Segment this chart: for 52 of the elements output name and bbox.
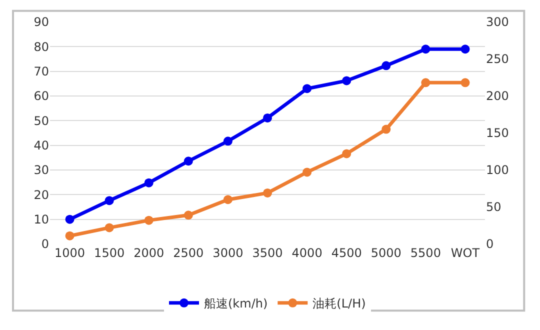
- x-tick-label: 1500: [94, 246, 125, 260]
- point: [263, 188, 272, 198]
- point: [460, 78, 470, 88]
- point: [342, 76, 352, 86]
- point: [421, 78, 430, 88]
- point: [223, 136, 232, 146]
- point: [184, 156, 193, 166]
- y2-tick-label: 200: [486, 89, 509, 104]
- point: [382, 61, 391, 70]
- y-tick-label: 30: [34, 163, 49, 178]
- y2-tick-label: 150: [486, 126, 509, 140]
- y-tick-label: 50: [34, 114, 49, 128]
- y2-tick-label: 100: [486, 163, 509, 178]
- x-tick-label: 1000: [54, 246, 86, 260]
- point: [65, 214, 74, 224]
- point: [460, 44, 470, 54]
- point: [302, 168, 312, 177]
- x-tick-label: 3000: [212, 246, 244, 260]
- x-tick-label: 2500: [173, 246, 204, 260]
- y2-tick-label: 250: [486, 52, 509, 66]
- point: [65, 231, 74, 240]
- legend-label: 油耗(L/H): [312, 296, 366, 311]
- x-tick-label: 4500: [331, 246, 362, 260]
- y2-tick-label: 50: [486, 200, 502, 214]
- point: [263, 113, 272, 122]
- point: [104, 196, 114, 206]
- point: [302, 84, 312, 94]
- y-tick-label: 80: [34, 40, 49, 54]
- y2-tick-label: 300: [486, 15, 509, 30]
- point: [184, 210, 193, 220]
- y-tick-label: 70: [34, 64, 49, 79]
- point: [382, 124, 391, 134]
- y-tick-label: 40: [34, 138, 49, 153]
- legend-label: 船速(km/h): [204, 296, 268, 311]
- x-tick-label: 5500: [410, 246, 441, 260]
- x-tick-label: 3500: [252, 246, 283, 260]
- y-tick-label: 10: [34, 212, 49, 227]
- point: [144, 216, 154, 225]
- x-tick-label: 5000: [370, 246, 402, 260]
- point: [144, 178, 154, 188]
- x-tick-label: 2000: [134, 246, 164, 260]
- point: [104, 223, 114, 232]
- point: [421, 44, 430, 54]
- y-tick-label: 0: [41, 237, 49, 252]
- y-tick-label: 60: [34, 89, 49, 104]
- x-tick-label: WOT: [450, 246, 480, 260]
- y-tick-label: 20: [34, 188, 49, 202]
- y2-tick-label: 0: [486, 237, 494, 252]
- point: [342, 149, 352, 158]
- x-tick-label: 4000: [292, 246, 322, 260]
- point: [223, 195, 232, 204]
- y-tick-label: 90: [34, 15, 49, 30]
